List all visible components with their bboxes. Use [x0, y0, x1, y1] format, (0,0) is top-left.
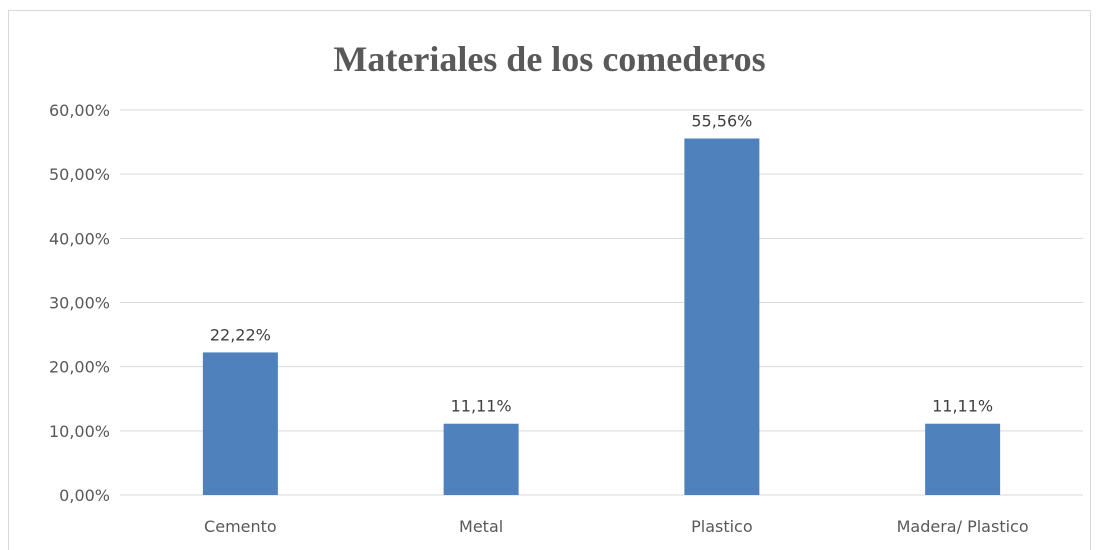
y-tick-label: 10,00% [49, 422, 110, 441]
bar [925, 423, 1001, 495]
data-label: 22,22% [210, 325, 271, 344]
bars [202, 138, 1001, 496]
x-tick-label: Cemento [204, 517, 277, 536]
y-tick-label: 60,00% [49, 101, 110, 120]
bar [684, 138, 760, 496]
data-label: 11,11% [932, 397, 993, 416]
y-tick-label: 0,00% [59, 486, 110, 505]
chart-title: Materiales de los comederos [333, 39, 766, 79]
x-axis-tick-labels: Cemento Metal Plastico Madera/ Plastico [204, 517, 1029, 536]
data-labels: 22,22% 11,11% 55,56% 11,11% [210, 111, 993, 415]
x-tick-label: Metal [459, 517, 503, 536]
gridlines [120, 109, 1083, 496]
y-tick-label: 30,00% [49, 294, 110, 313]
chart-frame [8, 10, 1091, 550]
bar [443, 423, 519, 495]
bar [202, 352, 278, 495]
y-tick-label: 50,00% [49, 165, 110, 184]
y-tick-label: 20,00% [49, 358, 110, 377]
y-axis-tick-labels: 0,00% 10,00% 20,00% 30,00% 40,00% 50,00% 60,00… [49, 101, 110, 505]
x-tick-label: Madera/ Plastico [897, 517, 1029, 536]
x-tick-label: Plastico [691, 517, 753, 536]
y-tick-label: 40,00% [49, 229, 110, 248]
data-label: 55,56% [691, 111, 752, 130]
data-label: 11,11% [451, 397, 512, 416]
